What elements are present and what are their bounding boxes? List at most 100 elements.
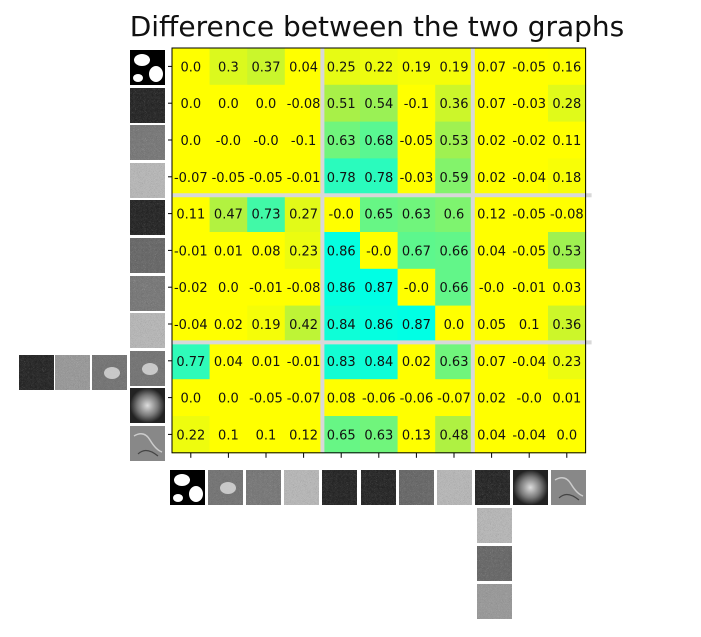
cell-value-label: -0.05 bbox=[512, 60, 546, 75]
heatmap-cell bbox=[322, 268, 361, 307]
cell-value-label: -0.04 bbox=[174, 318, 208, 333]
cell-value-label: 0.0 bbox=[218, 281, 239, 296]
cell-value-label: 0.86 bbox=[327, 281, 356, 296]
heatmap-cell bbox=[435, 305, 474, 343]
cell-value-label: -0.01 bbox=[287, 355, 321, 370]
cell-value-label: 0.02 bbox=[477, 171, 506, 186]
cell-value-label: 0.01 bbox=[552, 392, 581, 407]
cell-value-label: -0.02 bbox=[512, 134, 546, 149]
cell-value-label: 0.12 bbox=[289, 428, 318, 443]
cell-value-label: -0.03 bbox=[400, 171, 434, 186]
heatmap-cell bbox=[172, 84, 211, 123]
cell-value-label: -0.02 bbox=[174, 281, 208, 296]
cell-value-label: -0.05 bbox=[249, 392, 283, 407]
thumbnail-image bbox=[246, 470, 282, 505]
cell-value-label: 0.0 bbox=[556, 428, 577, 443]
heatmap-cell bbox=[247, 48, 286, 86]
cell-value-label: -0.0 bbox=[479, 281, 504, 296]
heatmap-cell bbox=[397, 379, 436, 417]
heatmap-cell bbox=[209, 195, 248, 233]
heatmap-cell bbox=[472, 158, 511, 196]
cell-value-label: -0.07 bbox=[287, 392, 321, 407]
cell-value-label: -0.1 bbox=[404, 97, 429, 112]
heatmap-cell bbox=[172, 268, 211, 307]
thumbnail-image bbox=[477, 508, 512, 543]
thumbnail-image bbox=[55, 355, 90, 390]
cell-value-label: 0.07 bbox=[477, 97, 506, 112]
cell-value-label: 0.84 bbox=[327, 318, 356, 333]
heatmap-cell bbox=[209, 268, 248, 307]
heatmap-cell bbox=[209, 158, 248, 196]
heatmap-cell bbox=[172, 342, 211, 380]
heatmap-cell bbox=[322, 305, 361, 343]
thumbnail-image bbox=[130, 162, 165, 198]
heatmap-cell bbox=[472, 121, 511, 159]
heatmap-cell bbox=[284, 158, 323, 196]
cell-value-label: 0.22 bbox=[364, 60, 393, 75]
cell-value-label: 0.65 bbox=[327, 428, 356, 443]
thumbnail-image bbox=[130, 426, 165, 461]
cell-value-label: 0.1 bbox=[519, 318, 540, 333]
heatmap-cell bbox=[360, 158, 399, 196]
heatmap-cell bbox=[172, 121, 211, 159]
heatmap-cell bbox=[172, 158, 211, 196]
heatmap-cell bbox=[397, 121, 436, 159]
cell-value-label: 0.0 bbox=[180, 134, 201, 149]
cell-value-label: 0.11 bbox=[552, 134, 581, 149]
chart-title: Difference between the two graphs bbox=[129, 10, 625, 43]
heatmap-cell bbox=[548, 195, 587, 233]
cell-value-label: 0.73 bbox=[252, 208, 281, 223]
heatmap-cell bbox=[247, 121, 286, 159]
heatmap-cell bbox=[397, 268, 436, 307]
cell-value-label: 0.25 bbox=[327, 60, 356, 75]
cell-value-label: 0.63 bbox=[364, 428, 393, 443]
cell-value-label: 0.02 bbox=[214, 318, 243, 333]
cell-value-label: 0.6 bbox=[444, 208, 465, 223]
cell-value-label: 0.54 bbox=[364, 97, 393, 112]
heatmap-cell bbox=[548, 268, 587, 307]
heatmap-cell bbox=[322, 379, 361, 417]
heatmap-cell bbox=[284, 379, 323, 417]
thumbnail-image bbox=[360, 470, 396, 505]
heatmap-cell bbox=[548, 379, 587, 417]
heatmap-cell bbox=[322, 48, 361, 86]
cell-value-label: -0.07 bbox=[437, 392, 471, 407]
heatmap-cell bbox=[548, 158, 587, 196]
heatmap-cell bbox=[548, 84, 587, 123]
thumbnail-image bbox=[130, 125, 165, 161]
cell-value-label: 0.16 bbox=[552, 60, 581, 75]
cell-value-label: 0.23 bbox=[552, 355, 581, 370]
cell-value-label: -0.04 bbox=[512, 171, 546, 186]
heatmap-cell bbox=[435, 416, 474, 454]
heatmap-cell bbox=[322, 84, 361, 123]
cell-value-label: 0.02 bbox=[477, 134, 506, 149]
heatmap-cell bbox=[284, 305, 323, 343]
heatmap-cell bbox=[284, 342, 323, 380]
cell-value-label: -0.08 bbox=[287, 97, 321, 112]
heatmap-cell bbox=[360, 268, 399, 307]
heatmap-cell bbox=[322, 158, 361, 196]
cell-value-label: -0.01 bbox=[249, 281, 283, 296]
heatmap-cell bbox=[510, 268, 549, 307]
cell-value-label: -0.07 bbox=[174, 171, 208, 186]
cell-value-label: 0.47 bbox=[214, 208, 243, 223]
heatmap-cell bbox=[172, 195, 211, 233]
cell-value-label: 0.01 bbox=[252, 355, 281, 370]
cell-value-label: -0.0 bbox=[253, 134, 278, 149]
thumbnail-image bbox=[130, 313, 165, 349]
thumbnail-image bbox=[130, 238, 165, 273]
heatmap-cell bbox=[397, 305, 436, 343]
heatmap-cell bbox=[472, 268, 511, 307]
heatmap-cell bbox=[322, 121, 361, 159]
heatmap-cell bbox=[209, 48, 248, 86]
heatmap-cell bbox=[172, 416, 211, 454]
heatmap-cell bbox=[435, 158, 474, 196]
thumbnail-image bbox=[170, 470, 205, 505]
cell-value-label: 0.68 bbox=[364, 134, 393, 149]
cell-value-label: -0.0 bbox=[366, 244, 391, 259]
heatmap-cell bbox=[284, 268, 323, 307]
cell-value-label: 0.36 bbox=[440, 97, 469, 112]
cell-value-label: -0.01 bbox=[287, 171, 321, 186]
cell-value-label: 0.0 bbox=[256, 97, 277, 112]
heatmap-cell bbox=[397, 48, 436, 86]
